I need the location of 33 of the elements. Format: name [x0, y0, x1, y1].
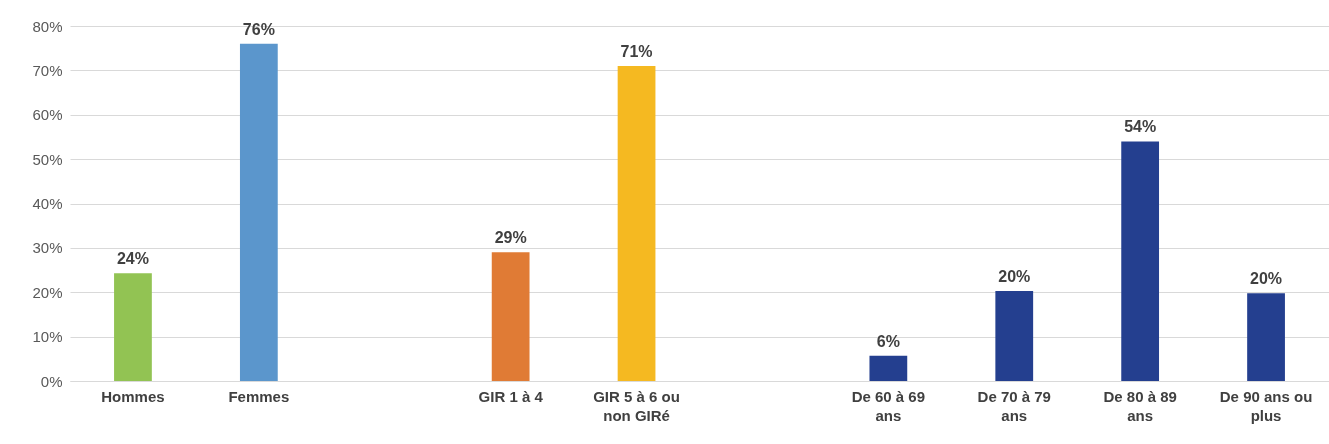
data-label: 6% — [876, 332, 900, 350]
data-label: 29% — [494, 229, 527, 247]
y-tick-label: 10% — [32, 328, 63, 346]
y-tick-label: 50% — [32, 150, 63, 168]
data-label: 76% — [242, 20, 275, 38]
bar — [869, 355, 908, 381]
bar — [114, 273, 152, 381]
bar — [491, 252, 530, 381]
data-label: 20% — [1250, 270, 1283, 288]
x-tick-label: Hommes — [101, 387, 165, 405]
y-tick-label: 70% — [32, 61, 63, 79]
x-tick-label: De 90 ans ou plus — [1219, 387, 1313, 424]
x-tick-label: GIR 1 à 4 — [478, 387, 544, 405]
x-tick-label: De 80 à 89 ans — [1103, 387, 1177, 424]
x-tick-label: Femmes — [228, 387, 290, 405]
bar — [995, 290, 1034, 381]
data-label: 24% — [116, 250, 149, 268]
data-label: 71% — [620, 42, 653, 60]
y-tick-label: 0% — [40, 372, 63, 390]
bar — [1121, 141, 1160, 381]
bar — [617, 65, 656, 381]
data-label: 20% — [998, 267, 1031, 285]
y-tick-label: 40% — [32, 195, 63, 212]
y-tick-label: 20% — [32, 283, 63, 301]
y-tick-label: 30% — [32, 239, 63, 257]
bar — [1247, 293, 1285, 381]
y-tick-label: 60% — [32, 106, 63, 124]
y-tick-label: 80% — [32, 17, 63, 35]
bar — [239, 43, 278, 381]
x-tick-label: De 60 à 69 ans — [851, 387, 926, 424]
data-label: 54% — [1124, 118, 1157, 136]
x-tick-label: GIR 5 à 6 ou non GIRé — [593, 387, 680, 424]
x-tick-label: De 70 à 79 ans — [977, 387, 1051, 424]
